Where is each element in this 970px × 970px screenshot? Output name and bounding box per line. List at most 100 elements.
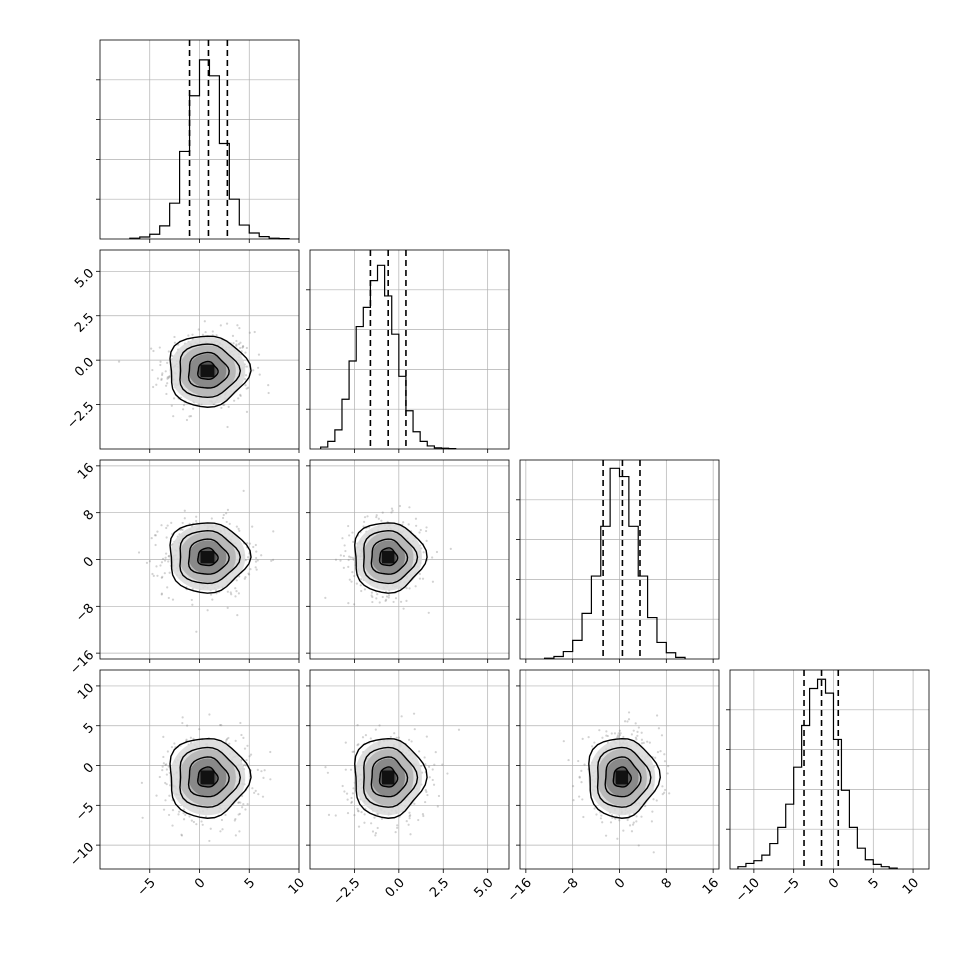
scatter-point bbox=[201, 333, 204, 336]
scatter-point bbox=[651, 810, 654, 813]
scatter-point bbox=[255, 550, 258, 553]
scatter-point bbox=[243, 377, 247, 381]
scatter-point bbox=[360, 811, 363, 814]
scatter-point bbox=[269, 750, 272, 754]
scatter-point bbox=[165, 773, 168, 776]
scatter-point bbox=[399, 600, 403, 603]
scatter-panel-1-2 bbox=[306, 459, 510, 663]
scatter-point bbox=[269, 778, 272, 781]
scatter-point bbox=[225, 738, 228, 742]
scatter-point bbox=[380, 519, 383, 522]
histogram-panel-2 bbox=[516, 459, 720, 663]
scatter-point bbox=[220, 818, 224, 822]
scatter-point bbox=[235, 339, 238, 343]
scatter-point bbox=[342, 566, 345, 569]
scatter-point bbox=[457, 728, 461, 731]
scatter-point bbox=[235, 344, 238, 347]
scatter-point bbox=[239, 393, 242, 396]
scatter-point bbox=[152, 574, 155, 577]
scatter-point bbox=[616, 837, 619, 840]
scatter-point bbox=[652, 798, 655, 801]
histogram-panel-3: −10 −5 0 5 10 bbox=[726, 669, 930, 905]
scatter-point bbox=[434, 751, 437, 754]
scatter-point bbox=[262, 776, 265, 779]
scatter-point bbox=[249, 568, 252, 571]
scatter-point bbox=[192, 407, 195, 410]
scatter-point bbox=[159, 363, 162, 367]
scatter-point bbox=[171, 809, 175, 812]
scatter-point bbox=[667, 765, 670, 768]
scatter-point bbox=[661, 793, 664, 796]
scatter-point bbox=[582, 815, 585, 819]
scatter-point bbox=[339, 554, 342, 557]
scatter-point bbox=[236, 614, 239, 617]
histogram-panel-0 bbox=[96, 39, 300, 243]
scatter-point bbox=[227, 405, 230, 409]
scatter-point bbox=[642, 741, 645, 744]
scatter-point bbox=[356, 807, 359, 810]
scatter-point bbox=[650, 820, 653, 823]
scatter-point bbox=[431, 580, 435, 583]
scatter-point bbox=[183, 517, 186, 520]
scatter-point bbox=[171, 354, 174, 358]
histogram-step bbox=[543, 467, 686, 659]
scatter-point bbox=[249, 753, 253, 756]
scatter-point bbox=[241, 345, 245, 348]
scatter-point bbox=[350, 801, 353, 804]
contour-line bbox=[197, 360, 219, 381]
scatter-point bbox=[164, 552, 168, 555]
scatter-point bbox=[239, 346, 242, 350]
contour-line bbox=[596, 746, 652, 808]
scatter-point bbox=[248, 755, 251, 758]
y-tick-label: −16 bbox=[67, 648, 97, 678]
scatter-point bbox=[191, 603, 194, 606]
scatter-point bbox=[166, 377, 169, 380]
scatter-point bbox=[238, 529, 241, 532]
histogram-step bbox=[129, 59, 290, 240]
scatter-point bbox=[387, 596, 390, 599]
scatter-point bbox=[166, 750, 169, 753]
scatter-point bbox=[158, 775, 161, 779]
scatter-point bbox=[251, 787, 254, 790]
scatter-point bbox=[349, 556, 352, 559]
scatter-point bbox=[208, 839, 211, 843]
scatter-point bbox=[242, 345, 245, 348]
scatter-point bbox=[167, 350, 170, 353]
contour-line bbox=[354, 522, 428, 594]
scatter-point bbox=[377, 517, 380, 520]
scatter-panel-2-3: −16 −8 0 8 16 bbox=[505, 669, 722, 905]
scatter-point bbox=[353, 574, 356, 578]
scatter-point bbox=[424, 763, 427, 766]
scatter-point bbox=[652, 851, 655, 854]
scatter-point bbox=[167, 560, 170, 563]
scatter-point bbox=[348, 578, 351, 581]
scatter-point bbox=[407, 523, 410, 526]
scatter-point bbox=[233, 399, 236, 402]
scatter-point bbox=[203, 320, 206, 323]
scatter-point bbox=[244, 384, 247, 387]
scatter-point bbox=[195, 630, 198, 633]
scatter-point bbox=[324, 596, 327, 599]
scatter-point bbox=[394, 597, 398, 600]
scatter-point bbox=[660, 734, 664, 737]
scatter-point bbox=[254, 560, 258, 563]
scatter-point bbox=[237, 801, 240, 804]
scatter-point bbox=[244, 374, 248, 377]
scatter-point bbox=[226, 425, 229, 429]
scatter-point bbox=[636, 730, 639, 734]
scatter-point bbox=[166, 524, 169, 527]
scatter-point bbox=[247, 573, 251, 576]
scatter-point bbox=[165, 783, 168, 786]
scatter-point bbox=[418, 572, 421, 576]
scatter-point bbox=[242, 736, 245, 739]
scatter-point bbox=[408, 506, 411, 509]
scatter-point bbox=[195, 519, 198, 523]
scatter-point bbox=[242, 489, 245, 493]
scatter-point bbox=[618, 733, 621, 737]
x-tick-label: 2.5 bbox=[427, 875, 452, 900]
scatter-point bbox=[239, 341, 242, 344]
scatter-point bbox=[222, 403, 225, 406]
scatter-point bbox=[180, 833, 183, 836]
scatter-point bbox=[380, 817, 384, 820]
